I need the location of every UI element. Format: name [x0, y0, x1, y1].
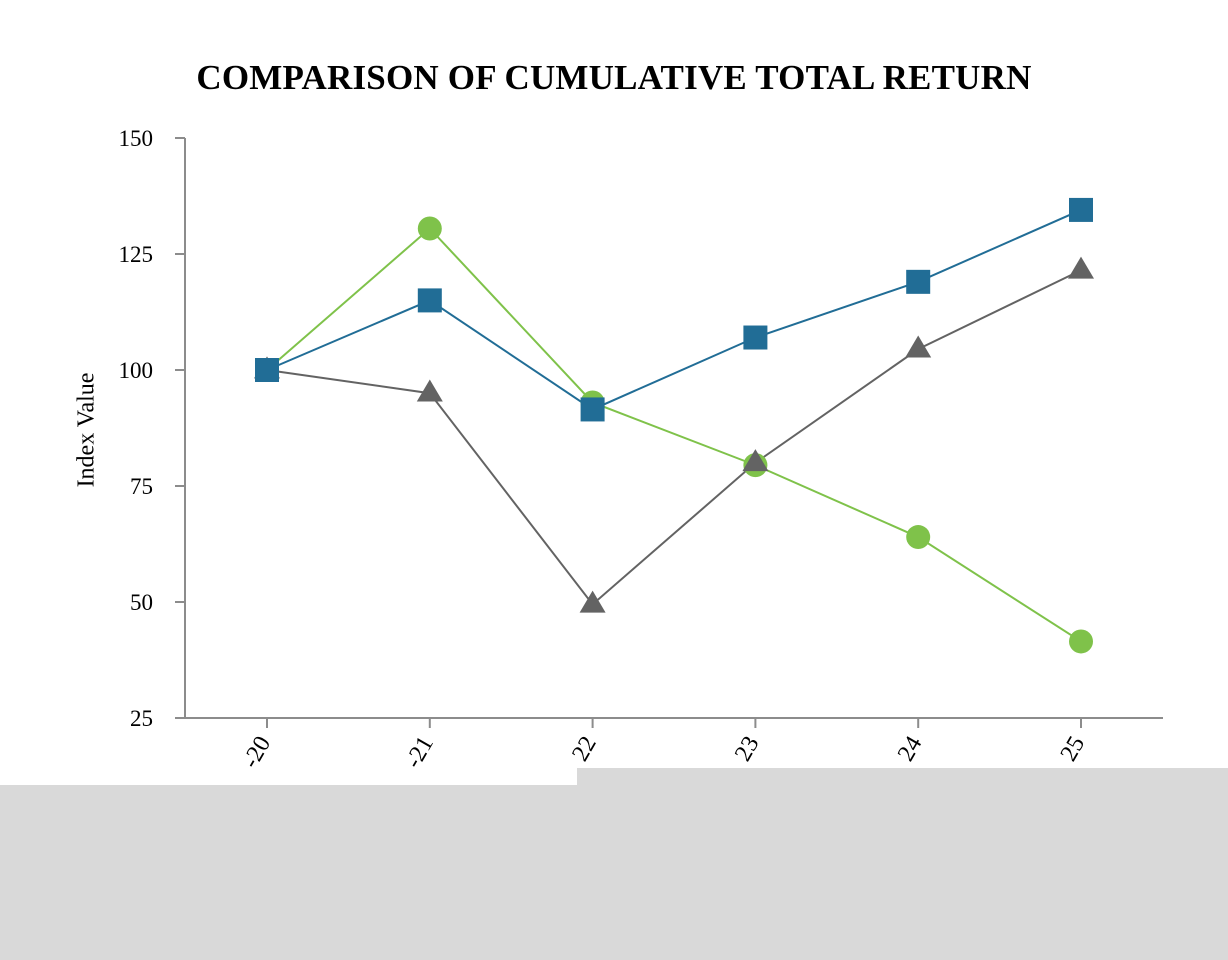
y-tick-label: 25	[130, 706, 153, 731]
data-point-square	[255, 358, 279, 382]
series-line-triangle	[266, 269, 1082, 606]
y-tick-label: 150	[119, 126, 154, 151]
gray-overlay-panel-top	[577, 768, 1228, 785]
data-point-square	[743, 325, 768, 350]
data-point-square	[906, 269, 931, 294]
x-tick-label: 23	[730, 732, 765, 766]
data-point-triangle	[905, 335, 932, 358]
chart-title: COMPARISON OF CUMULATIVE TOTAL RETURN	[196, 58, 1032, 97]
data-point-circle	[417, 216, 442, 241]
x-tick-label: 24	[893, 732, 928, 766]
data-point-triangle	[742, 449, 769, 472]
data-point-triangle	[416, 379, 443, 402]
data-point-triangle	[1068, 256, 1094, 279]
data-point-triangle	[579, 590, 606, 613]
x-tick-label: 25	[1056, 732, 1091, 766]
series-line-square	[266, 209, 1082, 411]
y-tick-label: 50	[130, 590, 153, 615]
series-line-circle	[266, 227, 1082, 643]
data-point-circle	[1069, 629, 1093, 654]
x-tick-label: -20	[238, 732, 277, 773]
y-tick-label: 100	[119, 358, 154, 383]
x-tick-label: 22	[567, 732, 602, 766]
y-tick-label: 75	[130, 474, 153, 499]
data-point-circle	[906, 525, 931, 550]
gray-overlay-panel	[0, 785, 1228, 960]
data-point-square	[580, 397, 605, 422]
data-point-square	[417, 288, 442, 313]
x-tick-label: -21	[400, 732, 439, 773]
y-tick-label: 125	[119, 242, 154, 267]
data-point-square	[1069, 197, 1093, 222]
